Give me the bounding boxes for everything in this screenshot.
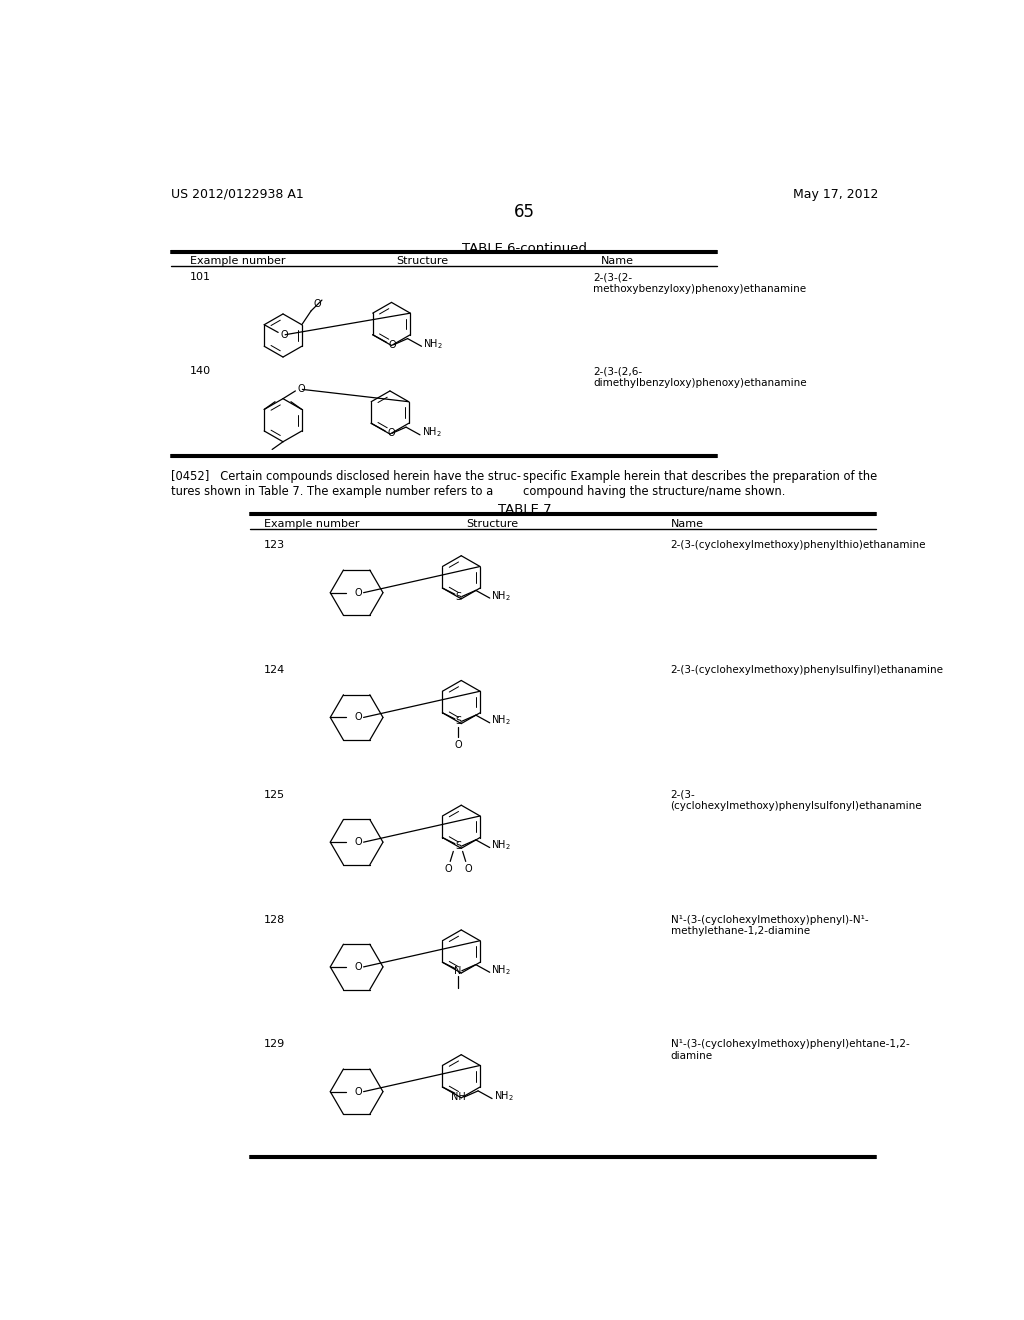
Text: O: O bbox=[387, 428, 395, 438]
Text: Name: Name bbox=[601, 256, 634, 267]
Text: US 2012/0122938 A1: US 2012/0122938 A1 bbox=[171, 187, 303, 201]
Text: 123: 123 bbox=[263, 540, 285, 550]
Text: 140: 140 bbox=[190, 367, 211, 376]
Text: N¹-(3-(cyclohexylmethoxy)phenyl)-N¹-
methylethane-1,2-diamine: N¹-(3-(cyclohexylmethoxy)phenyl)-N¹- met… bbox=[671, 915, 868, 936]
Text: O: O bbox=[281, 330, 288, 339]
Text: O: O bbox=[354, 587, 362, 598]
Text: Example number: Example number bbox=[263, 519, 359, 529]
Text: 101: 101 bbox=[190, 272, 211, 282]
Text: [0452]   Certain compounds disclosed herein have the struc-
tures shown in Table: [0452] Certain compounds disclosed herei… bbox=[171, 470, 520, 498]
Text: specific Example herein that describes the preparation of the
compound having th: specific Example herein that describes t… bbox=[523, 470, 878, 498]
Text: 125: 125 bbox=[263, 789, 285, 800]
Text: 2-(3-(2,6-
dimethylbenzyloxy)phenoxy)ethanamine: 2-(3-(2,6- dimethylbenzyloxy)phenoxy)eth… bbox=[593, 367, 807, 388]
Text: 128: 128 bbox=[263, 915, 285, 924]
Text: NH$_2$: NH$_2$ bbox=[492, 714, 511, 727]
Text: 2-(3-(cyclohexylmethoxy)phenylthio)ethanamine: 2-(3-(cyclohexylmethoxy)phenylthio)ethan… bbox=[671, 540, 926, 550]
Text: NH$_2$: NH$_2$ bbox=[492, 964, 511, 977]
Text: O: O bbox=[389, 339, 396, 350]
Text: NH$_2$: NH$_2$ bbox=[492, 589, 511, 603]
Text: Structure: Structure bbox=[396, 256, 449, 267]
Text: O: O bbox=[354, 962, 362, 972]
Text: S: S bbox=[455, 717, 461, 726]
Text: Structure: Structure bbox=[466, 519, 518, 529]
Text: O: O bbox=[298, 384, 305, 395]
Text: 2-(3-
(cyclohexylmethoxy)phenylsulfonyl)ethanamine: 2-(3- (cyclohexylmethoxy)phenylsulfonyl)… bbox=[671, 789, 923, 812]
Text: O: O bbox=[444, 865, 453, 874]
Text: N: N bbox=[455, 966, 462, 975]
Text: O: O bbox=[465, 865, 473, 874]
Text: Name: Name bbox=[671, 519, 703, 529]
Text: Example number: Example number bbox=[190, 256, 286, 267]
Text: NH$_2$: NH$_2$ bbox=[494, 1089, 513, 1104]
Text: TABLE 6-continued: TABLE 6-continued bbox=[462, 242, 588, 255]
Text: O: O bbox=[354, 713, 362, 722]
Text: 2-(3-(2-
methoxybenzyloxy)phenoxy)ethanamine: 2-(3-(2- methoxybenzyloxy)phenoxy)ethana… bbox=[593, 272, 806, 294]
Text: 124: 124 bbox=[263, 665, 285, 675]
Text: 2-(3-(cyclohexylmethoxy)phenylsulfinyl)ethanamine: 2-(3-(cyclohexylmethoxy)phenylsulfinyl)e… bbox=[671, 665, 943, 675]
Text: 65: 65 bbox=[514, 203, 536, 220]
Text: O: O bbox=[354, 1086, 362, 1097]
Text: NH$_2$: NH$_2$ bbox=[422, 425, 441, 440]
Text: TABLE 7: TABLE 7 bbox=[498, 503, 552, 516]
Text: NH$_2$: NH$_2$ bbox=[492, 838, 511, 853]
Text: O: O bbox=[354, 837, 362, 847]
Text: O: O bbox=[313, 300, 322, 309]
Text: NH: NH bbox=[451, 1092, 465, 1102]
Text: 129: 129 bbox=[263, 1039, 285, 1049]
Text: N¹-(3-(cyclohexylmethoxy)phenyl)ehtane-1,2-
diamine: N¹-(3-(cyclohexylmethoxy)phenyl)ehtane-1… bbox=[671, 1039, 909, 1061]
Text: NH$_2$: NH$_2$ bbox=[423, 337, 443, 351]
Text: S: S bbox=[455, 841, 461, 851]
Text: O: O bbox=[455, 739, 462, 750]
Text: May 17, 2012: May 17, 2012 bbox=[793, 187, 879, 201]
Text: S: S bbox=[455, 591, 461, 602]
